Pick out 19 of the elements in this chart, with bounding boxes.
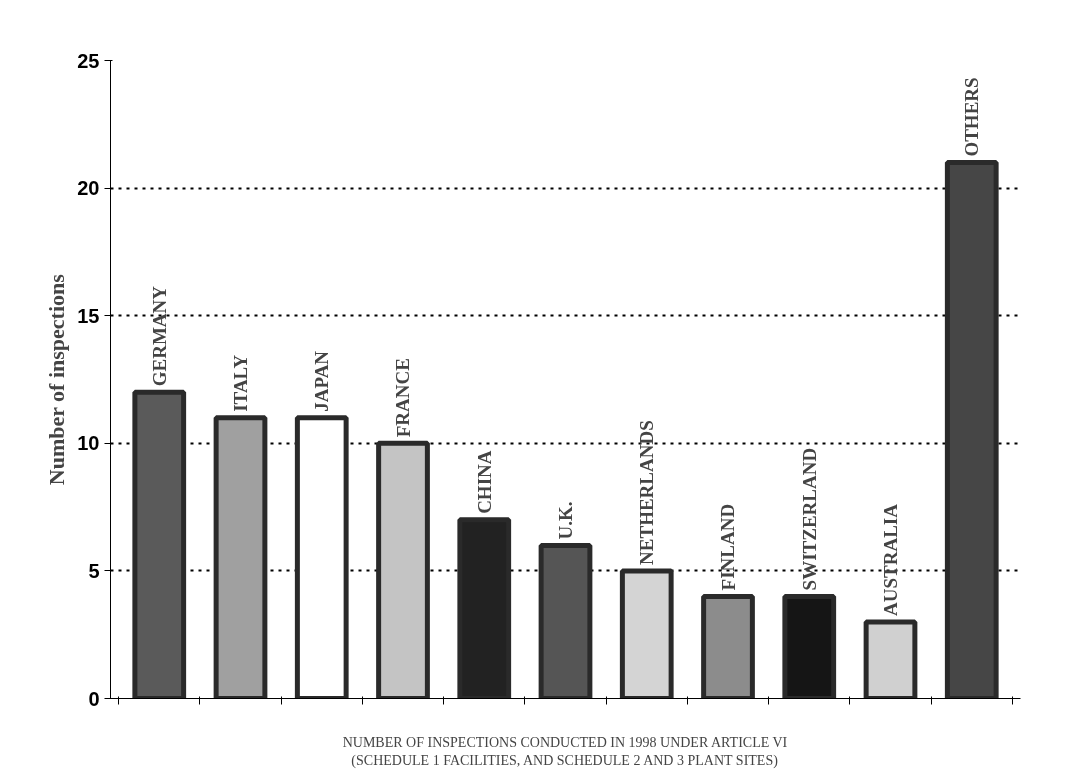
x-tick-label: JAPAN (311, 350, 333, 412)
y-tick-label: 20 (77, 177, 100, 200)
y-tick-label: 10 (77, 432, 100, 455)
x-tick-label: GERMANY (148, 285, 170, 387)
x-tick-label: U.K. (555, 501, 576, 540)
x-tick-label: FRANCE (392, 358, 414, 438)
y-tick-label: 25 (77, 49, 100, 72)
x-axis-title: NUMBER OF INSPECTIONS CONDUCTED IN 1998 UNDER ARTICLE VI (SCHEDULE 1 FACILITIES, AND SCHEDULE 2 AND 3 PLANT SITES) (342, 734, 788, 769)
y-tick-label: 5 (88, 559, 100, 582)
x-tick-label: ITALY (230, 354, 251, 412)
y-axis-title: Number of inspections (44, 273, 70, 486)
x-tick-label: OTHERS (961, 77, 983, 157)
y-tick-label: 0 (88, 687, 100, 710)
x-tick-label: NETHERLANDS (636, 420, 658, 565)
x-tick-label: CHINA (473, 450, 495, 514)
y-tick-label: 15 (77, 304, 100, 327)
x-tick-label: SWITZERLAND (798, 447, 820, 591)
x-tick-label: AUSTRALIA (880, 503, 901, 616)
x-tick-label: FINLAND (717, 503, 739, 591)
